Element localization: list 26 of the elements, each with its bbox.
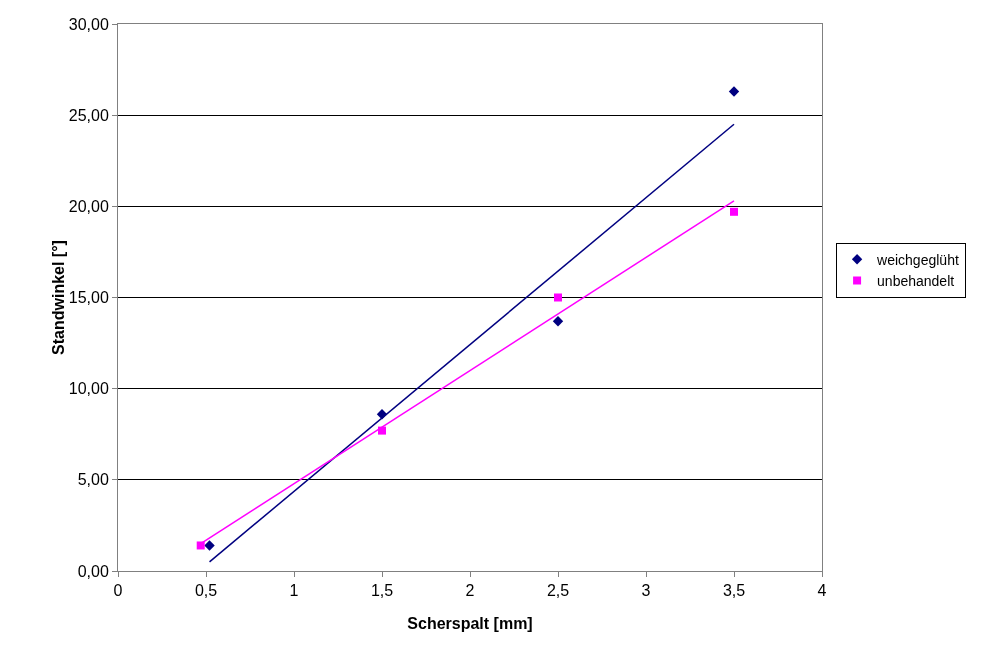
x-tick-label: 0,5 (194, 582, 218, 600)
x-tick-label: 1 (289, 582, 299, 600)
legend-label: weichgeglüht (876, 251, 959, 268)
x-tick-label: 2 (465, 582, 475, 600)
x-tick-label: 3 (641, 582, 651, 600)
y-tick-label: 0,00 (77, 562, 109, 580)
point (554, 293, 562, 302)
x-tick-label: 1,5 (370, 582, 394, 600)
y-tick-label: 20,00 (68, 197, 109, 215)
point (204, 540, 215, 551)
y-tick-label: 25,00 (68, 106, 109, 124)
point (552, 316, 564, 327)
y-tick-label: 10,00 (68, 380, 109, 398)
x-tick-label: 4 (817, 582, 827, 600)
y-tick-label: 5,00 (77, 471, 109, 489)
legend-label: unbehandelt (877, 272, 955, 289)
point (730, 207, 738, 216)
y-axis-title: Standwinkel [°] (49, 240, 67, 355)
x-axis-title: Scherspalt [mm] (407, 615, 533, 632)
x-tick-label: 0 (113, 582, 123, 600)
point (196, 541, 205, 550)
y-tick-label: 30,00 (68, 15, 109, 33)
x-tick-label: 3,5 (722, 582, 746, 600)
x-tick-label: 2,5 (546, 582, 570, 600)
y-tick-label: 15,00 (68, 289, 109, 307)
point (728, 86, 740, 97)
